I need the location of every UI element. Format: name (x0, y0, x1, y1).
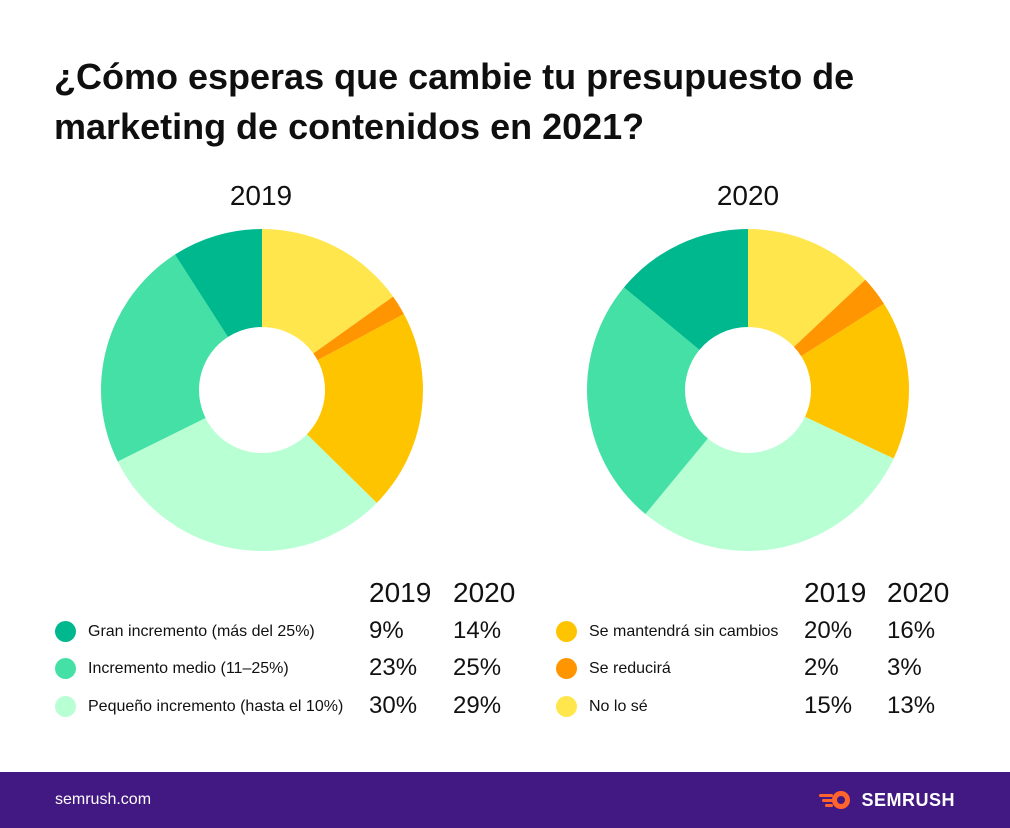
legend-swatch (55, 621, 76, 642)
donut-slice-2019-incremento-medio-11-25 (101, 254, 228, 462)
donut-slice-2019-gran-incremento-mas-del-25 (174, 229, 262, 338)
legend-row: No lo sé 15% 13% (556, 691, 976, 721)
legend-year-2020: 2020 (887, 577, 950, 608)
legend-label: Incremento medio (11–25%) (88, 660, 289, 677)
legend-row: Pequeño incremento (hasta el 10%) 30% 29… (55, 691, 535, 721)
legend-value-2020: 3% (887, 654, 922, 681)
brand-name: SEMRUSH (861, 790, 955, 810)
donut-slice-2020-incremento-medio-11-25 (587, 287, 708, 515)
footer-bar: semrush.com SEMRUSH (0, 772, 1010, 828)
donut-slice-2019-se-mantendra-sin-cambios (306, 313, 424, 503)
donut-chart-2019 (101, 229, 424, 551)
legend-row: Incremento medio (11–25%) 23% 25% (55, 653, 535, 683)
legend-value-2019: 2% (804, 654, 839, 681)
legend-row: Se reducirá 2% 3% (556, 653, 976, 683)
donut-chart-2020 (587, 229, 909, 551)
donut-slice-2020-se-reducira (793, 279, 884, 357)
legend-value-2019: 30% (369, 692, 418, 719)
brand-logo: SEMRUSH (819, 789, 955, 811)
legend-label: Gran incremento (más del 25%) (88, 623, 315, 640)
legend-year-2019: 2019 (369, 577, 432, 608)
legend-swatch (556, 658, 577, 679)
donut-slice-2020-no-lo-se (748, 229, 866, 347)
footer-url-link[interactable]: semrush.com (55, 791, 152, 808)
legend-value-2019: 23% (369, 654, 418, 681)
legend-year-2020: 2020 (453, 577, 516, 608)
legend-value-2020: 29% (453, 692, 502, 719)
semrush-fire-icon (819, 791, 851, 809)
donut-slice-2020-se-mantendra-sin-cambios (801, 303, 909, 459)
legend-row: Gran incremento (más del 25%) 9% 14% (55, 616, 535, 646)
donut-slice-2019-se-reducira (313, 296, 404, 361)
donut-slice-2020-gran-incremento-mas-del-25 (623, 229, 748, 350)
legend-swatch (556, 621, 577, 642)
legend-label: Se mantendrá sin cambios (589, 623, 779, 640)
legend-value-2019: 20% (804, 617, 853, 644)
legend-year-2019: 2019 (804, 577, 867, 608)
legend-swatch (55, 658, 76, 679)
legend-swatch (55, 696, 76, 717)
legend-label: Se reducirá (589, 660, 671, 677)
legend-value-2019: 15% (804, 692, 853, 719)
donut-slice-2020-pequeno-incremento-hasta-el-10 (645, 416, 894, 551)
page-title: ¿Cómo esperas que cambie tu presupuesto … (54, 56, 855, 147)
legend-value-2020: 13% (887, 692, 936, 719)
legend-value-2020: 14% (453, 617, 502, 644)
legend-label: Pequeño incremento (hasta el 10%) (88, 698, 344, 715)
legend-label: No lo sé (589, 698, 648, 715)
chart-year-2019: 2019 (229, 180, 293, 211)
donut-slice-2019-no-lo-se (262, 229, 394, 354)
legend-value-2020: 16% (887, 617, 936, 644)
legend-value-2019: 9% (369, 617, 404, 644)
legend-value-2020: 25% (453, 654, 502, 681)
legend-row: Se mantendrá sin cambios 20% 16% (556, 616, 976, 646)
chart-year-2020: 2020 (716, 180, 780, 211)
donut-slice-2019-pequeno-incremento-hasta-el-10 (117, 417, 377, 551)
legend-swatch (556, 696, 577, 717)
